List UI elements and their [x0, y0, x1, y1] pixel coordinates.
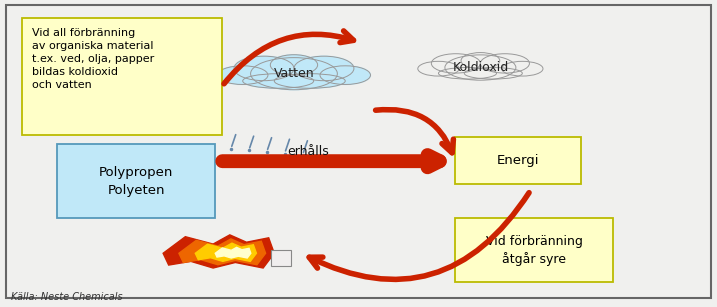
Text: Källa: Neste Chemicals: Källa: Neste Chemicals — [11, 292, 123, 302]
Ellipse shape — [502, 61, 543, 76]
Ellipse shape — [294, 56, 354, 81]
Ellipse shape — [242, 74, 314, 88]
Text: Vatten: Vatten — [274, 67, 314, 80]
FancyBboxPatch shape — [57, 144, 215, 218]
FancyBboxPatch shape — [455, 137, 581, 184]
Text: Polypropen
Polyeten: Polypropen Polyeten — [99, 166, 174, 196]
Ellipse shape — [250, 58, 337, 90]
Ellipse shape — [234, 56, 294, 81]
Ellipse shape — [439, 68, 496, 79]
Text: Vid förbränning
åtgår syre: Vid förbränning åtgår syre — [485, 235, 583, 266]
FancyBboxPatch shape — [22, 18, 222, 135]
Text: Koldioxid: Koldioxid — [452, 61, 508, 74]
FancyBboxPatch shape — [6, 5, 711, 298]
Polygon shape — [195, 243, 257, 261]
Polygon shape — [163, 235, 274, 268]
Ellipse shape — [418, 61, 459, 76]
FancyBboxPatch shape — [271, 250, 291, 266]
Ellipse shape — [320, 66, 371, 84]
Polygon shape — [179, 239, 265, 265]
Ellipse shape — [432, 54, 480, 73]
Text: Vid all förbränning
av organiska material
t.ex. ved, olja, papper
bildas koldiox: Vid all förbränning av organiska materia… — [32, 28, 155, 91]
Polygon shape — [215, 247, 251, 258]
Ellipse shape — [480, 54, 529, 73]
FancyBboxPatch shape — [455, 218, 613, 282]
Ellipse shape — [461, 52, 500, 69]
Ellipse shape — [465, 68, 522, 79]
Ellipse shape — [445, 55, 516, 80]
Ellipse shape — [270, 55, 318, 75]
Ellipse shape — [217, 66, 268, 84]
Text: erhålls: erhålls — [287, 145, 328, 158]
Text: Energi: Energi — [497, 154, 539, 167]
Ellipse shape — [274, 74, 346, 88]
